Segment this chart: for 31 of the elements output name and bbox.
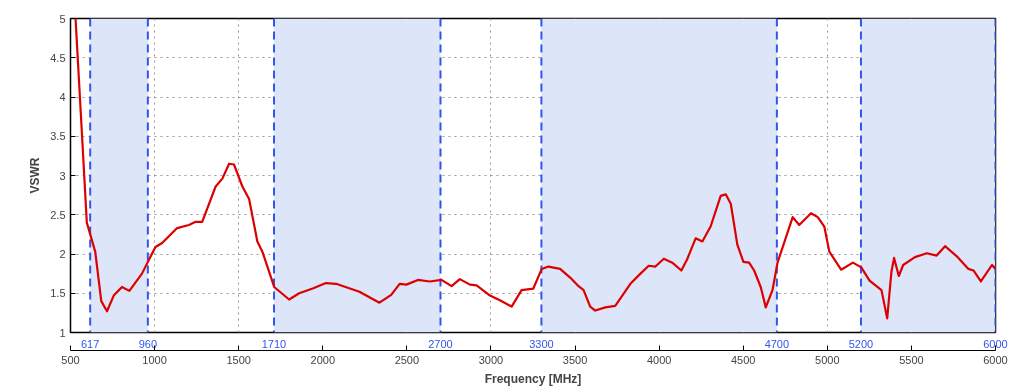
ref-line-label: 960 — [138, 337, 158, 350]
ref-line-label: 2700 — [428, 337, 453, 350]
x-tick-label: 2000 — [310, 353, 336, 366]
ref-line-label: 617 — [81, 337, 100, 350]
x-tick-label: 4000 — [646, 353, 672, 366]
y-tick-label: 1.5 — [50, 287, 66, 300]
ref-line-label: 3300 — [529, 337, 554, 350]
y-tick-label: 3 — [59, 169, 66, 182]
x-tick-label: 3500 — [562, 353, 588, 366]
x-tick-label: 1000 — [142, 353, 167, 366]
y-tick-label: 1 — [59, 326, 66, 339]
ref-line-label: 5200 — [848, 337, 874, 350]
x-tick-label: 6000 — [983, 353, 1008, 366]
ref-line-label: 4700 — [764, 337, 790, 350]
y-tick-label: 4.5 — [50, 51, 66, 64]
x-tick-label: 2500 — [394, 353, 420, 366]
x-tick-label: 5500 — [899, 353, 924, 366]
x-tick-label: 5000 — [815, 353, 840, 366]
x-tick-label: 3000 — [478, 353, 504, 366]
y-tick-label: 5 — [59, 12, 66, 25]
y-tick-label: 2.5 — [50, 208, 66, 221]
x-tick-label: 4500 — [730, 353, 756, 366]
x-axis-title: Frequency [MHz] — [484, 371, 582, 386]
ref-line-label: 1710 — [261, 337, 287, 350]
y-tick-label: 3.5 — [50, 130, 66, 143]
y-tick-label: 2 — [59, 248, 66, 260]
x-tick-label: 500 — [61, 353, 80, 366]
ref-line-label: 6000 — [983, 337, 1008, 350]
y-axis-title: VSWR — [28, 157, 43, 194]
x-tick-label: 1500 — [226, 353, 251, 366]
y-tick-label: 4 — [59, 91, 66, 103]
